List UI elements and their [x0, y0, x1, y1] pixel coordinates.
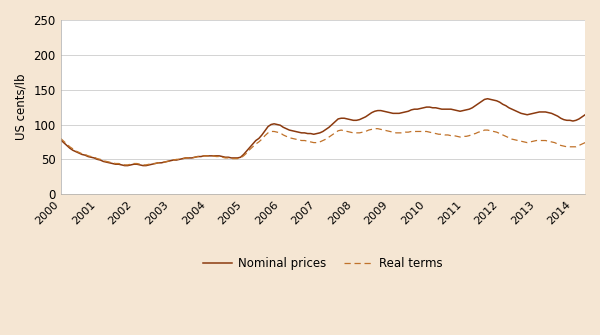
Real terms [57, 136, 64, 140]
Real terms [328, 133, 335, 137]
Real terms [121, 163, 128, 167]
Nominal prices [454, 109, 461, 113]
Real terms [380, 128, 388, 132]
Real terms [454, 134, 461, 138]
Line: Real terms: Real terms [61, 86, 600, 165]
Nominal prices [328, 123, 335, 127]
Nominal prices [121, 163, 128, 168]
Real terms [259, 137, 266, 141]
Real terms [578, 142, 586, 146]
Real terms [353, 131, 360, 135]
Nominal prices [259, 133, 266, 137]
Y-axis label: US cents/lb: US cents/lb [15, 74, 28, 140]
Line: Nominal prices: Nominal prices [61, 33, 600, 165]
Nominal prices [578, 115, 586, 119]
Nominal prices [353, 118, 360, 122]
Legend: Nominal prices, Real terms: Nominal prices, Real terms [198, 252, 448, 275]
Nominal prices [57, 138, 64, 142]
Nominal prices [380, 109, 388, 113]
